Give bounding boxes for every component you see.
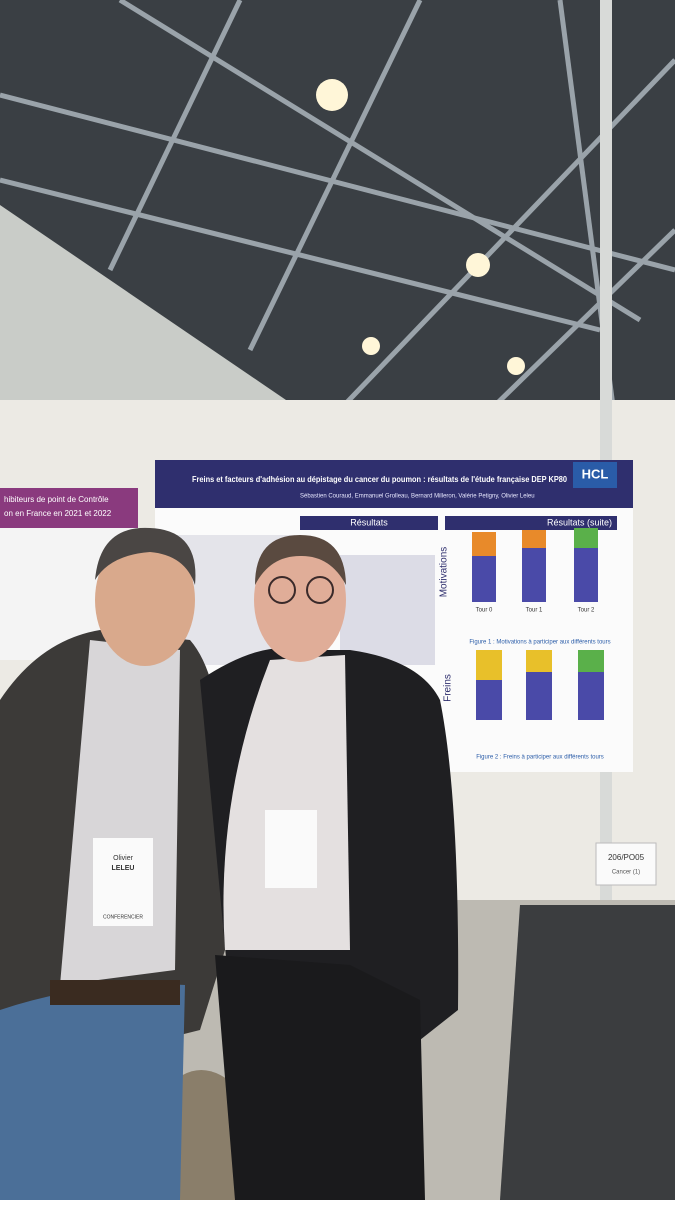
badge-first-name: Olivier (113, 855, 134, 862)
badge (265, 810, 317, 888)
tour-label: Tour 1 (526, 608, 543, 614)
trusses (0, 0, 675, 461)
poster-header (155, 460, 633, 508)
board-topic: Cancer (1) (612, 870, 640, 876)
hair (95, 527, 196, 585)
section-bar (445, 516, 617, 530)
trousers (215, 955, 425, 1200)
left-poster-title: on en France en 2021 et 2022 (4, 509, 112, 518)
lamp (316, 79, 348, 111)
section-title: Résultats (350, 517, 388, 527)
left-poster-title: hibiteurs de point de Contrôle (4, 495, 109, 504)
dark-floor (500, 905, 675, 1200)
bar (476, 650, 502, 680)
badge-role: CONFERENCIER (103, 914, 143, 920)
lamp (362, 337, 380, 355)
glasses (268, 576, 296, 604)
figure-caption: Figure 2 : Freins à participer aux diffé… (476, 755, 604, 761)
poster-title: Freins et facteurs d'adhésion au dépista… (192, 475, 568, 484)
row-label: Motivations (439, 547, 450, 598)
tour-label: Tour 0 (476, 608, 493, 614)
belt (50, 980, 180, 1005)
lamp (466, 253, 490, 277)
figure-caption: Figure 1 : Motivations à participer aux … (469, 640, 610, 646)
table-block (340, 555, 435, 665)
poster-authors: Sébastien Couraud, Emmanuel Grolleau, Be… (300, 494, 535, 500)
tour-label: Tour 2 (578, 608, 595, 614)
row-label: Freins (443, 674, 454, 702)
hair (255, 535, 346, 585)
bar (472, 532, 496, 556)
board-label (595, 842, 657, 886)
face (95, 534, 195, 666)
shirt (223, 655, 350, 950)
board-code: 206/PO05 (608, 853, 645, 862)
logo: HCL (582, 466, 609, 481)
face (254, 538, 346, 662)
glasses (306, 576, 334, 604)
section-title: Résultats (suite) (547, 517, 612, 527)
jeans (0, 984, 185, 1200)
logo-box (573, 462, 617, 488)
bar (578, 650, 604, 672)
bar (574, 528, 598, 548)
bar (522, 530, 546, 548)
section-bar (300, 516, 438, 530)
bar (526, 650, 552, 672)
left-poster-header (0, 488, 138, 528)
badge (93, 838, 153, 926)
stacked-bars (472, 528, 604, 720)
badge-last-name: LELEU (112, 865, 135, 872)
lamp (507, 357, 525, 375)
